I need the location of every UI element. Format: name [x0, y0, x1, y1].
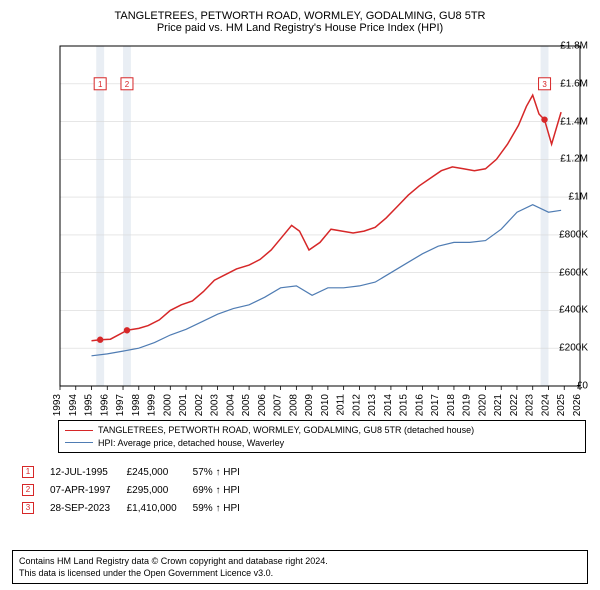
marker-pct: 57% ↑ HPI — [193, 464, 254, 480]
marker-price: £295,000 — [127, 482, 191, 498]
x-tick: 2006 — [257, 394, 268, 417]
legend-swatch-1 — [65, 430, 93, 431]
legend-swatch-2 — [65, 442, 93, 443]
x-tick: 1996 — [99, 394, 110, 417]
y-tick: £200K — [544, 343, 588, 354]
marker-row: 2 07-APR-1997£295,00069% ↑ HPI — [22, 482, 254, 498]
footer-line-2: This data is licensed under the Open Gov… — [19, 567, 581, 579]
x-tick: 2014 — [383, 394, 394, 417]
x-tick: 2025 — [556, 394, 567, 417]
legend-item-2: HPI: Average price, detached house, Wave… — [65, 437, 579, 450]
marker-date: 07-APR-1997 — [50, 482, 125, 498]
x-tick: 2011 — [336, 394, 347, 416]
x-tick: 2005 — [241, 394, 252, 417]
x-tick: 2012 — [351, 394, 362, 417]
x-tick: 2000 — [162, 394, 173, 417]
x-tick: 2023 — [525, 394, 536, 417]
x-tick: 2016 — [414, 394, 425, 417]
footer-line-1: Contains HM Land Registry data © Crown c… — [19, 555, 581, 567]
x-tick: 2002 — [194, 394, 205, 417]
marker-box-icon: 1 — [22, 466, 34, 478]
marker-date: 12-JUL-1995 — [50, 464, 125, 480]
x-tick: 2009 — [304, 394, 315, 417]
x-tick: 2026 — [572, 394, 583, 417]
marker-box-icon: 3 — [22, 502, 34, 514]
footer: Contains HM Land Registry data © Crown c… — [12, 550, 588, 584]
x-tick: 2024 — [540, 394, 551, 417]
y-tick: £600K — [544, 267, 588, 278]
y-tick: £1.2M — [544, 154, 588, 165]
y-tick: £400K — [544, 305, 588, 316]
legend: TANGLETREES, PETWORTH ROAD, WORMLEY, GOD… — [58, 420, 586, 453]
y-tick: £1M — [544, 192, 588, 203]
x-tick: 2007 — [273, 394, 284, 417]
x-tick: 1993 — [52, 394, 63, 417]
marker-pct: 69% ↑ HPI — [193, 482, 254, 498]
x-tick: 1997 — [115, 394, 126, 417]
legend-label-2: HPI: Average price, detached house, Wave… — [98, 437, 284, 450]
marker-price: £245,000 — [127, 464, 191, 480]
x-tick: 2020 — [477, 394, 488, 417]
x-tick: 2001 — [178, 394, 189, 417]
y-tick: £1.8M — [544, 41, 588, 52]
x-tick: 2019 — [462, 394, 473, 417]
x-tick: 2013 — [367, 394, 378, 417]
y-tick: £0 — [544, 381, 588, 392]
marker-box-icon: 2 — [22, 484, 34, 496]
chart-wrap: £0 £200K £400K £600K £800K £1M £1.2M £1.4M £1.6M… — [12, 40, 588, 440]
marker-price: £1,410,000 — [127, 500, 191, 516]
x-tick: 2010 — [320, 394, 331, 417]
y-tick: £1.6M — [544, 78, 588, 89]
marker-pct: 59% ↑ HPI — [193, 500, 254, 516]
chart-title-1: TANGLETREES, PETWORTH ROAD, WORMLEY, GOD… — [12, 10, 588, 22]
marker-row: 3 28-SEP-2023£1,410,00059% ↑ HPI — [22, 500, 254, 516]
legend-label-1: TANGLETREES, PETWORTH ROAD, WORMLEY, GOD… — [98, 424, 474, 437]
marker-row: 1 12-JUL-1995£245,00057% ↑ HPI — [22, 464, 254, 480]
x-tick: 2017 — [430, 394, 441, 417]
legend-item-1: TANGLETREES, PETWORTH ROAD, WORMLEY, GOD… — [65, 424, 579, 437]
x-tick: 2003 — [210, 394, 221, 417]
svg-text:1: 1 — [98, 80, 103, 89]
line-chart: 1231993199419951996199719981999200020012… — [12, 40, 586, 440]
chart-title-2: Price paid vs. HM Land Registry's House … — [12, 22, 588, 34]
x-tick: 2015 — [399, 394, 410, 417]
svg-text:2: 2 — [125, 80, 130, 89]
y-tick: £800K — [544, 229, 588, 240]
x-tick: 2004 — [225, 394, 236, 417]
x-tick: 2022 — [509, 394, 520, 417]
x-tick: 1999 — [147, 394, 158, 417]
x-tick: 2018 — [446, 394, 457, 417]
y-tick: £1.4M — [544, 116, 588, 127]
marker-table: 1 12-JUL-1995£245,00057% ↑ HPI 2 07-APR-199… — [20, 462, 256, 518]
x-tick: 2008 — [288, 394, 299, 417]
marker-date: 28-SEP-2023 — [50, 500, 125, 516]
x-tick: 1995 — [84, 394, 95, 417]
x-tick: 1994 — [68, 394, 79, 417]
x-tick: 1998 — [131, 394, 142, 417]
x-tick: 2021 — [493, 394, 504, 417]
